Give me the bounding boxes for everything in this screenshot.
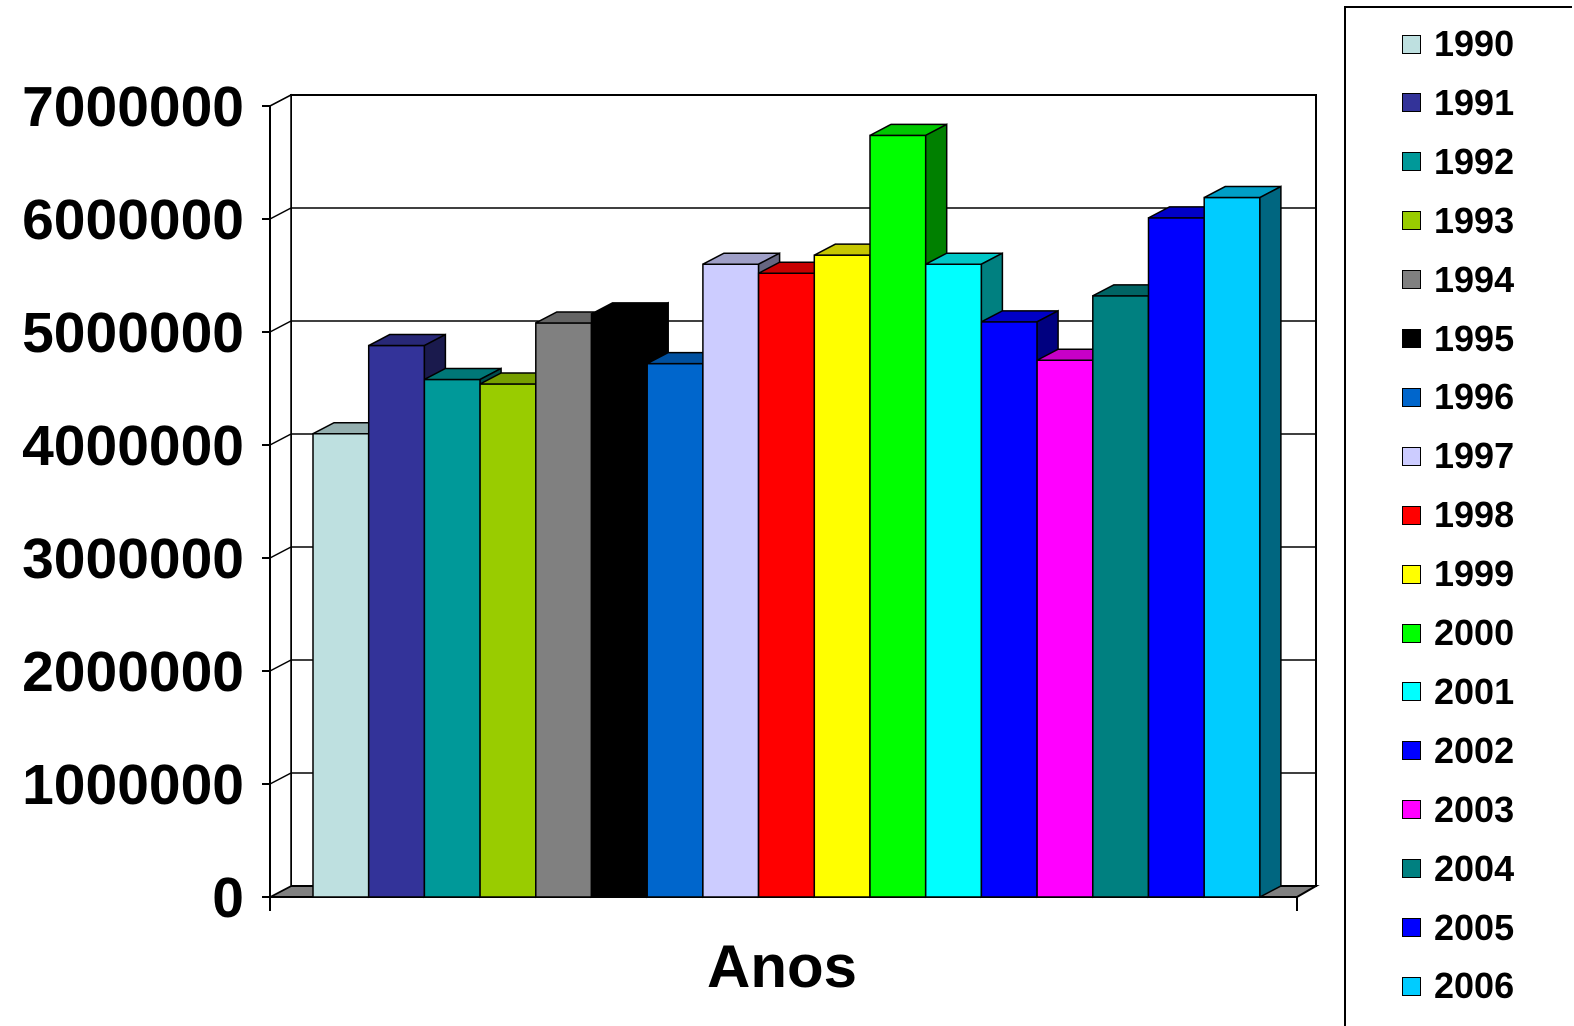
- bar-front: [479, 383, 537, 898]
- legend-label: 1991: [1434, 81, 1515, 123]
- legend-swatch: [1402, 387, 1421, 407]
- legend-label: 2006: [1434, 965, 1515, 1007]
- legend-label: 1996: [1434, 376, 1515, 418]
- legend-swatch: [1402, 152, 1421, 172]
- gridline-side: [269, 320, 292, 333]
- legend-label: 1998: [1434, 494, 1515, 536]
- legend-label: 1997: [1434, 435, 1515, 477]
- legend-item-2002: 2002: [1402, 729, 1515, 771]
- legend-swatch: [1402, 682, 1421, 702]
- y-tick-label: 7000000: [22, 75, 244, 139]
- y-tick-label: 5000000: [22, 301, 244, 365]
- gridline-side: [269, 207, 292, 220]
- bar-front: [646, 362, 704, 898]
- gridline-side: [269, 659, 292, 672]
- legend-swatch: [1402, 93, 1421, 113]
- y-tick-label: 4000000: [22, 414, 244, 478]
- gridline-side: [269, 433, 292, 446]
- legend-label: 1993: [1434, 199, 1515, 241]
- legend-swatch: [1402, 211, 1421, 231]
- bar-front: [423, 378, 481, 898]
- legend-swatch: [1402, 34, 1421, 54]
- legend-swatch: [1402, 505, 1421, 525]
- bar-front: [1203, 196, 1261, 898]
- legend-label: 2001: [1434, 670, 1515, 712]
- legend-label: 2002: [1434, 729, 1515, 771]
- legend-item-2005: 2005: [1402, 906, 1515, 948]
- legend-swatch: [1402, 564, 1421, 584]
- legend-swatch: [1402, 329, 1421, 348]
- bar-side: [1259, 185, 1282, 899]
- bar-front: [367, 344, 426, 898]
- bar-front: [590, 313, 648, 898]
- legend-item-2004: 2004: [1402, 847, 1515, 889]
- legend-item-1997: 1997: [1402, 436, 1514, 476]
- y-tick-label: 0: [212, 866, 244, 930]
- bar-front: [1036, 359, 1094, 898]
- bar-front: [980, 321, 1038, 898]
- y-tick-label: 3000000: [22, 527, 244, 591]
- bar-front: [312, 432, 370, 898]
- gridline-side: [269, 772, 292, 785]
- gridline-side: [269, 94, 292, 107]
- x-axis-label: Anos: [707, 933, 857, 1000]
- bar-front: [535, 322, 593, 898]
- y-tick-label: 6000000: [22, 188, 244, 252]
- legend-label: 2005: [1434, 906, 1515, 948]
- bar-front: [757, 272, 816, 898]
- legend-label: 1992: [1434, 140, 1515, 182]
- legend-item-1993: 1993: [1402, 199, 1515, 241]
- y-tick-label: 1000000: [22, 753, 244, 817]
- legend-swatch: [1402, 623, 1421, 643]
- legend-item-1995: 1995: [1402, 317, 1515, 359]
- bar-front: [813, 254, 871, 898]
- bars: [312, 123, 1282, 899]
- legend-item-1994: 1994: [1402, 258, 1515, 300]
- legend-label: 1999: [1434, 553, 1515, 595]
- legend-swatch: [1402, 859, 1421, 879]
- legend-item-1998: 1998: [1402, 495, 1514, 535]
- legend-swatch: [1402, 976, 1421, 996]
- legend-label: 2004: [1434, 847, 1515, 889]
- legend-label: 1994: [1434, 258, 1515, 300]
- legend-item-2006: 2006: [1402, 966, 1514, 1006]
- y-tick-labels: 0 1000000 2000000 3000000 4000000 5000000 6000…: [22, 75, 244, 930]
- legend-label: 2000: [1434, 612, 1515, 653]
- legend-swatch: [1402, 270, 1421, 290]
- legend-swatch: [1402, 800, 1421, 820]
- legend-item-1992: 1992: [1402, 140, 1515, 182]
- plot-side-wall: [269, 93, 292, 899]
- legend-label: 1995: [1434, 317, 1515, 359]
- legend-label: 2003: [1434, 788, 1515, 830]
- legend-swatch: [1402, 741, 1421, 761]
- legend-item-1999: 1999: [1402, 554, 1514, 594]
- bar-front: [1092, 295, 1150, 898]
- legend-swatch: [1402, 446, 1421, 466]
- legend-item-1996: 1996: [1402, 377, 1514, 417]
- legend: 1990 1991 1992 1993 1994 1995 1996 1997 1998 1999…: [1344, 6, 1572, 1026]
- legend-item-2003: 2003: [1402, 788, 1515, 830]
- gridline-side: [269, 546, 292, 559]
- bar-2006: [1203, 185, 1282, 899]
- bar-front: [1147, 217, 1205, 898]
- legend-label: 1990: [1434, 23, 1515, 64]
- legend-item-2000: 2000: [1402, 613, 1514, 653]
- bar-front: [702, 263, 760, 898]
- bar-front: [924, 263, 983, 898]
- legend-item-1991: 1991: [1402, 81, 1515, 123]
- legend-item-1990: 1990: [1402, 24, 1514, 64]
- legend-item-2001: 2001: [1402, 670, 1515, 712]
- legend-swatch: [1402, 918, 1421, 937]
- bar-front: [869, 134, 927, 898]
- y-tick-label: 2000000: [22, 640, 244, 704]
